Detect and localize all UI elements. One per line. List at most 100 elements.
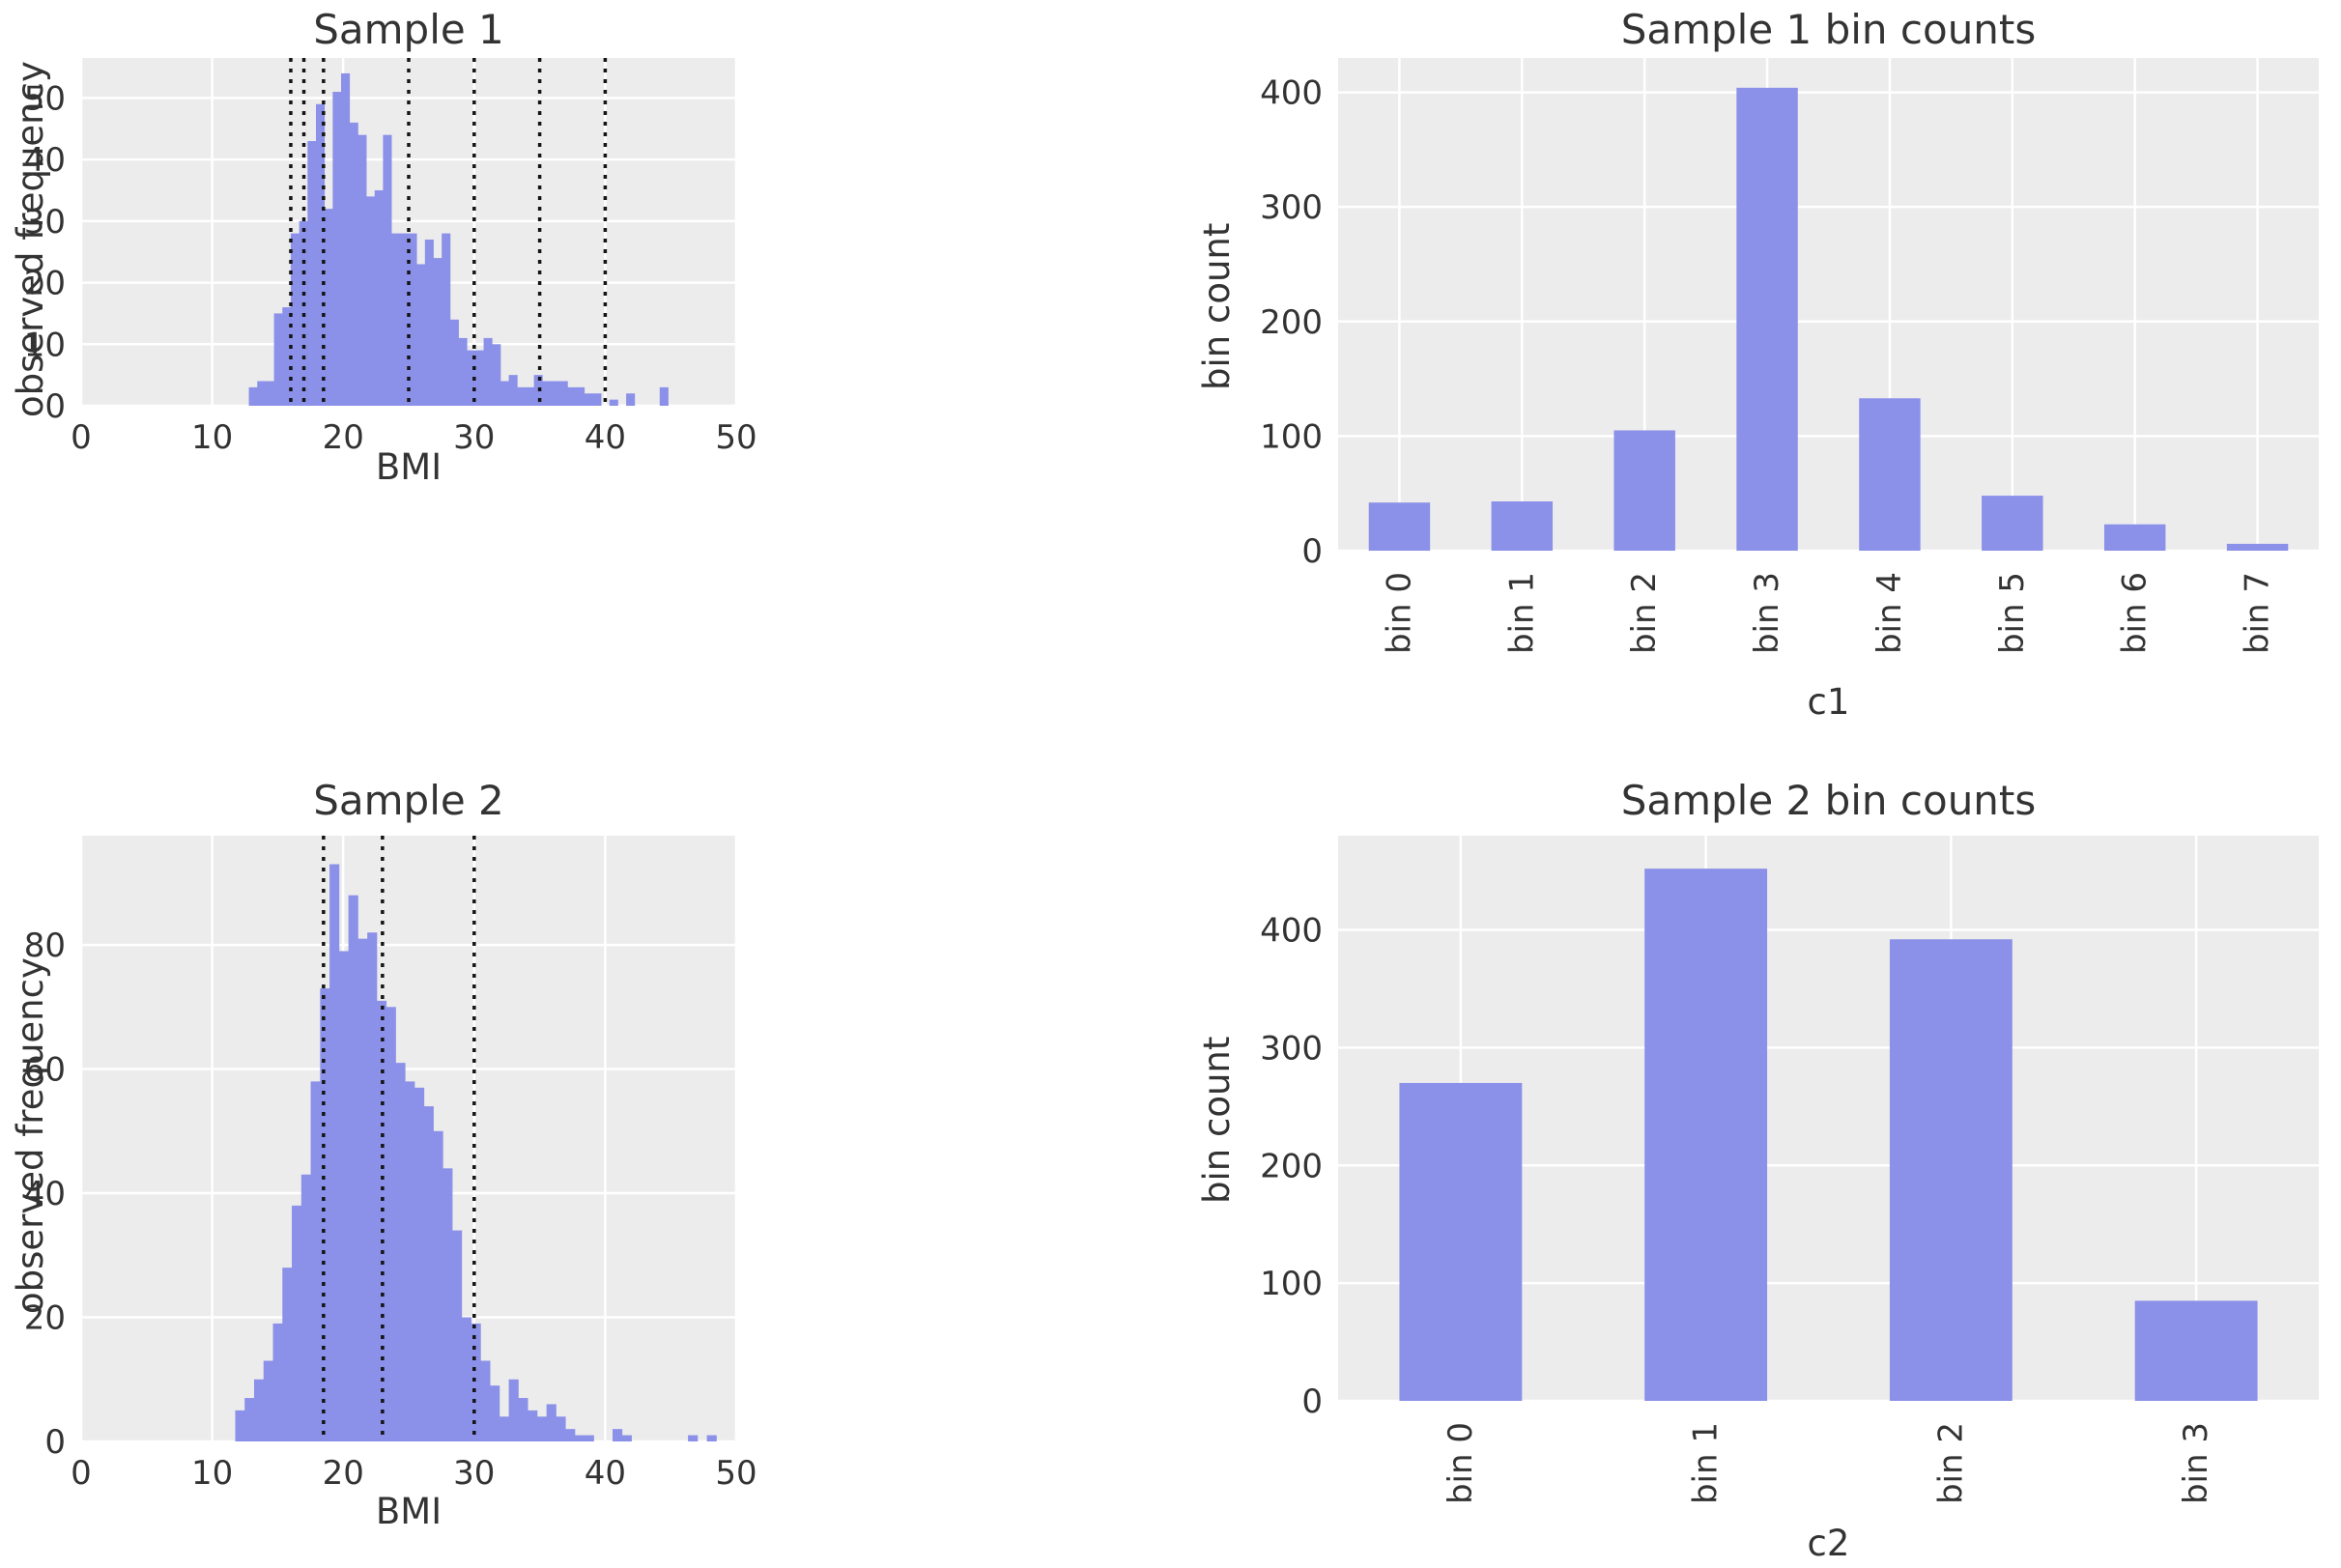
- histogram-bar: [546, 1404, 557, 1441]
- histogram-bar: [263, 1360, 273, 1441]
- x-tick-label: bin 1: [1502, 572, 1541, 654]
- histogram-bar: [584, 1435, 594, 1441]
- bar: [1613, 430, 1675, 551]
- x-tick-label: bin 1: [1687, 1422, 1726, 1504]
- histogram-bar: [542, 381, 552, 406]
- histogram-bar: [576, 386, 585, 406]
- bar: [1889, 939, 2013, 1401]
- histogram-bar: [310, 1081, 321, 1441]
- histogram-bar: [320, 988, 330, 1441]
- histogram-bar: [443, 1168, 453, 1441]
- histogram-bar: [338, 951, 350, 1441]
- x-tick-label: bin 0: [1380, 572, 1418, 654]
- chart-title-sample-2-bin-counts: Sample 2 bin counts: [1620, 777, 2037, 824]
- histogram-bar: [461, 1317, 471, 1441]
- histogram-bar: [528, 1410, 538, 1441]
- histogram-bar: [292, 1205, 302, 1441]
- histogram-bar: [357, 938, 368, 1441]
- y-tick-label: 100: [1260, 1265, 1323, 1303]
- x-axis-label-c2: c2: [1807, 1523, 1850, 1564]
- histogram-bar: [265, 381, 275, 406]
- x-tick-label: bin 5: [1993, 572, 2032, 654]
- histogram-bar: [273, 313, 283, 406]
- histogram-bar: [315, 103, 326, 407]
- plot-area: [1338, 58, 2319, 551]
- histogram-bar: [574, 1435, 585, 1441]
- x-tick-label: bin 3: [2177, 1422, 2215, 1504]
- histogram-bar: [399, 233, 409, 406]
- histogram-bar: [272, 1323, 283, 1441]
- y-tick-label: 20: [24, 265, 66, 303]
- x-tick-label: 0: [71, 1454, 92, 1493]
- y-axis-label-observed-frequency-2: observed frequency: [10, 957, 51, 1314]
- y-tick-label: 10: [24, 326, 66, 364]
- y-tick-label: 300: [1260, 188, 1323, 227]
- histogram-bar: [449, 319, 459, 406]
- x-tick-label: bin 2: [1625, 572, 1664, 654]
- histogram-bar: [471, 1323, 481, 1441]
- bin-count-bars: [1399, 869, 2258, 1401]
- histogram-bar: [433, 258, 443, 406]
- histogram-bar: [483, 337, 493, 406]
- bar: [1491, 501, 1554, 551]
- histogram-bar: [341, 72, 351, 407]
- x-axis-label-c1: c1: [1807, 681, 1850, 723]
- bar: [1399, 1082, 1523, 1401]
- x-axis-label-bmi-2: BMI: [375, 1491, 443, 1532]
- y-tick-label: 200: [1260, 1147, 1323, 1185]
- x-tick-label: bin 4: [1870, 572, 1909, 654]
- chart-title-sample-1: Sample 1: [313, 6, 504, 53]
- y-tick-label: 0: [44, 387, 66, 426]
- histogram-bar: [492, 344, 501, 406]
- y-tick-label: 400: [1260, 74, 1323, 113]
- x-tick-label: 0: [71, 418, 92, 457]
- y-tick-label: 30: [24, 203, 66, 242]
- histogram-bar: [332, 92, 342, 406]
- histogram-bar: [408, 233, 417, 406]
- chart-1: 0 100 200 300 400 bin 0 bin 1 bin 2 bin 3 bin 4 bi…: [1260, 58, 2319, 654]
- histogram-bar: [458, 337, 468, 406]
- x-tick-label: 30: [453, 1454, 495, 1493]
- y-tick-label: 100: [1260, 417, 1323, 456]
- bar: [1644, 869, 1768, 1401]
- x-tick-label: 40: [585, 418, 626, 457]
- x-axis-label-bmi-1: BMI: [375, 446, 443, 488]
- x-tick-label: 20: [323, 418, 364, 457]
- histogram-bar: [621, 1435, 632, 1441]
- histogram-bar: [235, 1410, 245, 1441]
- histogram-bar: [558, 381, 568, 406]
- histogram-bar: [324, 209, 333, 406]
- x-tick-label: 40: [585, 1454, 626, 1493]
- chart-0: 0 10 20 30 40 50 0 10 20 30 40 50: [24, 58, 757, 457]
- histogram-bar: [244, 1398, 255, 1441]
- histogram-bar: [688, 1435, 699, 1441]
- x-tick-label: 50: [715, 418, 757, 457]
- histogram-bar: [508, 1379, 519, 1441]
- histogram-bar: [248, 386, 258, 406]
- bar: [1736, 87, 1798, 551]
- y-tick-label: 0: [44, 1423, 66, 1462]
- y-tick-label: 40: [24, 1175, 66, 1213]
- chart-title-sample-2: Sample 2: [313, 777, 504, 824]
- histogram-bar: [433, 1130, 443, 1441]
- histogram-bar: [612, 1429, 623, 1441]
- y-tick-label: 20: [24, 1299, 66, 1338]
- histogram-bar: [423, 1106, 434, 1441]
- y-tick-label: 40: [24, 141, 66, 180]
- y-tick-label: 400: [1260, 912, 1323, 951]
- histogram-bar: [253, 1379, 265, 1441]
- histogram-bar: [257, 381, 267, 406]
- histogram-bar: [517, 386, 527, 406]
- histogram-bar: [357, 134, 367, 407]
- histogram-bar: [442, 233, 451, 406]
- y-tick-label: 50: [24, 79, 66, 118]
- histogram-bar: [307, 141, 317, 406]
- y-axis-label-bin-count-2: bin count: [1196, 1036, 1238, 1204]
- histogram-bar: [300, 1174, 311, 1441]
- x-tick-label: bin 3: [1748, 572, 1786, 654]
- histogram-bar: [329, 864, 340, 1441]
- histogram-bar: [584, 393, 593, 406]
- x-tick-label: bin 2: [1931, 1422, 1970, 1504]
- histogram-bar: [508, 375, 518, 406]
